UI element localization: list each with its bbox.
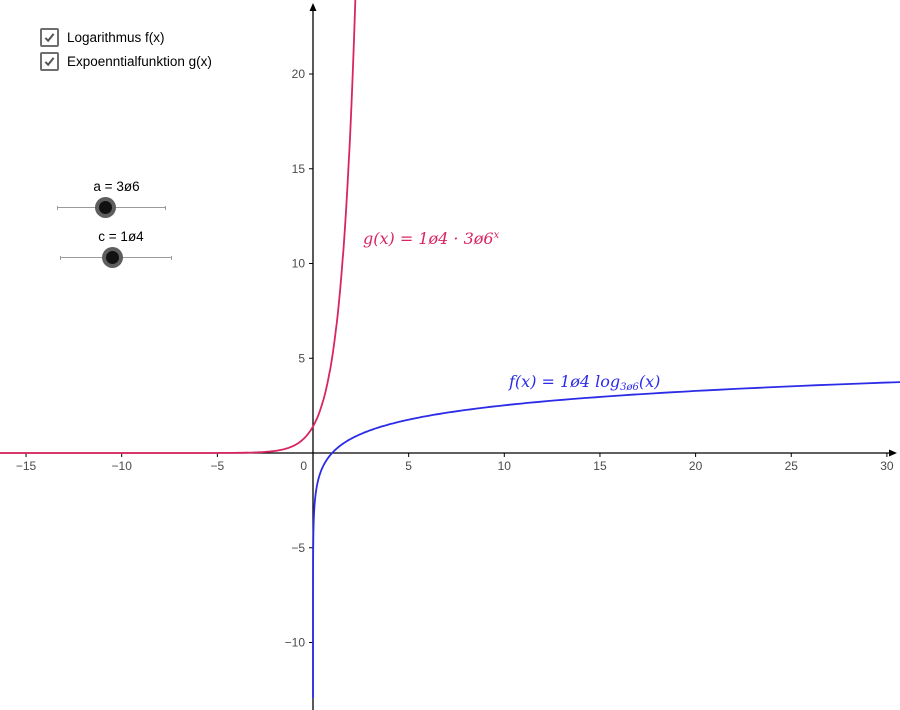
- slider-a-handle[interactable]: [94, 196, 116, 218]
- slider-a[interactable]: a = 3ø6: [57, 179, 166, 223]
- checkbox-logarithmus[interactable]: Logarithmus f(x): [40, 28, 165, 47]
- label-g-main: g(x) = 1ø4 · 3ø6: [363, 229, 494, 248]
- slider-c-label: c = 1ø4: [98, 229, 144, 244]
- checkbox-checked-icon[interactable]: [40, 52, 59, 71]
- x-tick-label: −5: [211, 459, 225, 473]
- label-f-arg: (x): [638, 372, 661, 391]
- x-tick-label: 25: [785, 459, 799, 473]
- x-tick-label: −15: [16, 459, 37, 473]
- checkbox-checked-icon[interactable]: [40, 28, 59, 47]
- check-icon: [44, 57, 55, 67]
- slider-c-handle[interactable]: [101, 246, 123, 268]
- y-tick-label: 10: [292, 257, 306, 271]
- x-tick-label: 5: [405, 459, 412, 473]
- checkbox-label-exponentialfunktion: Expoenntialfunktion g(x): [67, 54, 212, 69]
- origin-label: 0: [300, 459, 307, 473]
- x-tick-label: 10: [498, 459, 512, 473]
- x-axis-arrow-icon: [889, 449, 897, 457]
- label-g-exponent: x: [493, 230, 500, 241]
- x-tick-label: 30: [880, 459, 894, 473]
- x-tick-label: −10: [112, 459, 133, 473]
- slider-a-label: a = 3ø6: [93, 179, 140, 194]
- y-tick-label: −10: [285, 636, 306, 650]
- check-icon: [44, 33, 55, 43]
- label-f-main: f(x) = 1ø4 log: [509, 372, 621, 391]
- label-f-function[interactable]: f(x) = 1ø4 log3ø6(x): [509, 372, 660, 393]
- y-tick-label: 5: [298, 351, 305, 365]
- label-f-base: 3ø6: [620, 382, 639, 393]
- x-tick-label: 20: [689, 459, 703, 473]
- y-tick-label: 15: [292, 162, 306, 176]
- checkbox-label-logarithmus: Logarithmus f(x): [67, 30, 165, 45]
- slider-c[interactable]: c = 1ø4: [60, 229, 172, 273]
- checkbox-exponentialfunktion[interactable]: Expoenntialfunktion g(x): [40, 52, 212, 71]
- y-axis-arrow-icon: [309, 3, 317, 11]
- y-tick-label: 20: [292, 67, 306, 81]
- label-g-function[interactable]: g(x) = 1ø4 · 3ø6x: [363, 229, 499, 248]
- curve-f-logarithm[interactable]: [312, 381, 900, 698]
- curve-g-exponential[interactable]: [0, 0, 357, 454]
- x-tick-label: 15: [593, 459, 607, 473]
- y-tick-label: −5: [291, 541, 305, 555]
